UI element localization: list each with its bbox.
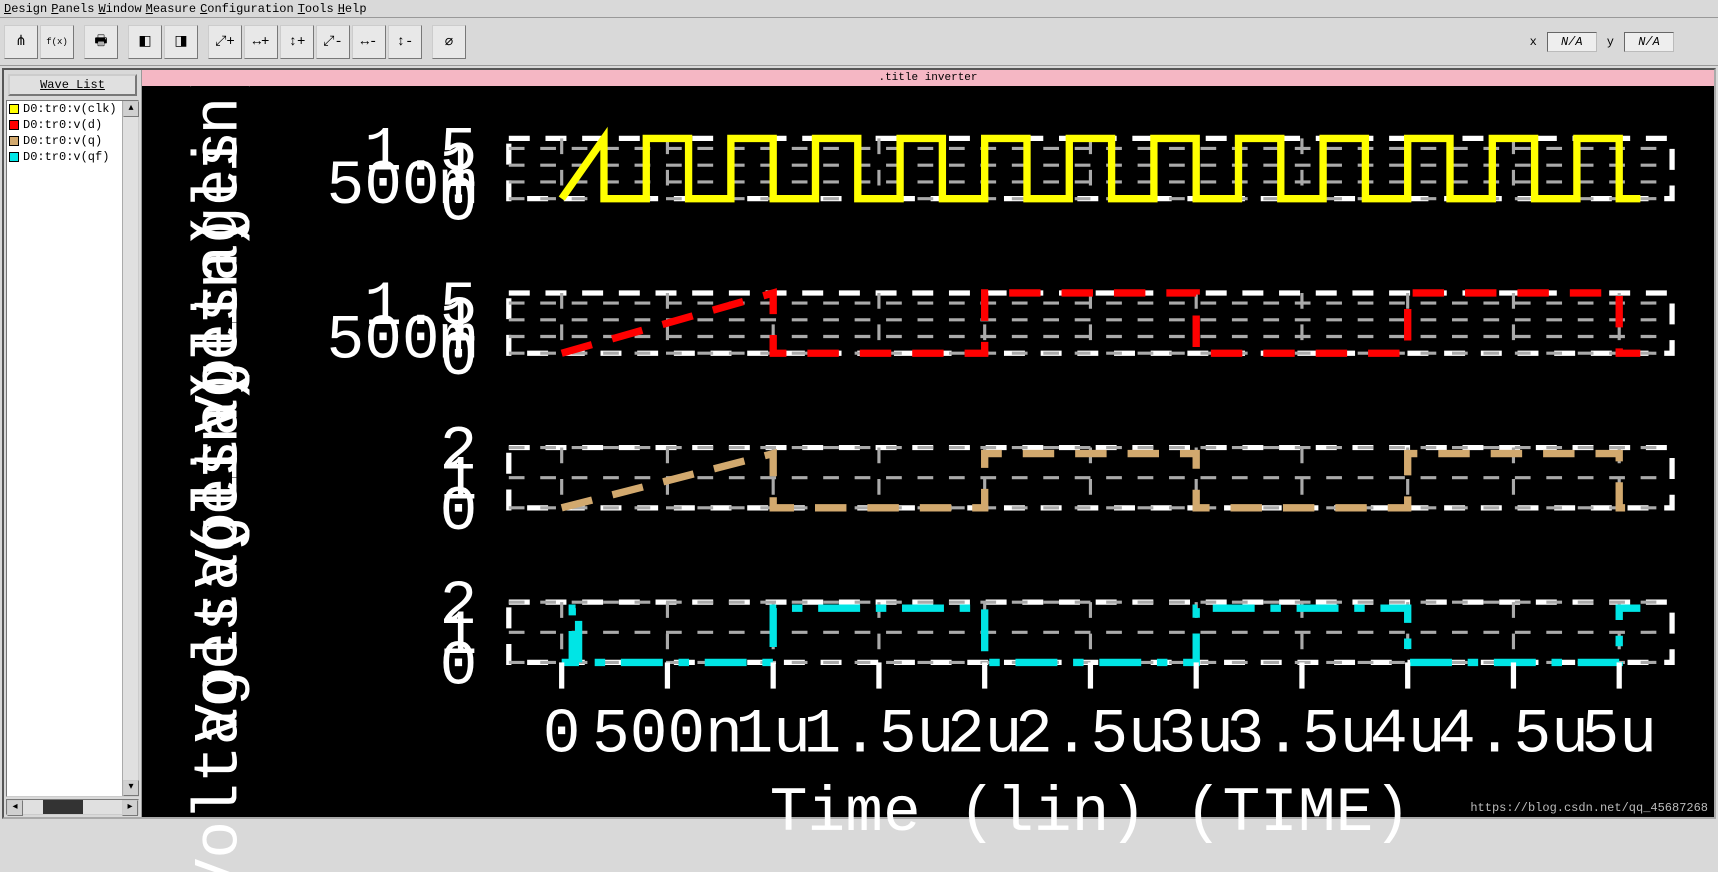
svg-text:3.5u: 3.5u <box>1227 699 1378 770</box>
svg-text:0: 0 <box>543 699 581 770</box>
scroll-right-icon[interactable]: ▸ <box>122 800 138 816</box>
wave-color-swatch <box>9 120 19 130</box>
menu-panels[interactable]: Panels <box>51 2 94 15</box>
scroll-up-icon[interactable]: ▴ <box>123 101 139 117</box>
wave-item[interactable]: D0:tr0:v(d) <box>7 117 138 133</box>
wave-item-label: D0:tr0:v(clk) <box>23 102 117 116</box>
no-zoom-icon[interactable]: ⌀ <box>432 25 466 59</box>
scroll-left-icon[interactable]: ◂ <box>7 800 23 816</box>
wave-item-label: D0:tr0:v(d) <box>23 118 102 132</box>
main-area: Wave List D0:tr0:v(clk)D0:tr0:v(d)D0:tr0… <box>2 68 1716 819</box>
svg-text:500n: 500n <box>592 699 743 770</box>
wave-list-scrollbar[interactable]: ▴ ▾ <box>122 101 138 796</box>
watermark: https://blog.csdn.net/qq_45687268 <box>1470 801 1708 815</box>
scroll-thumb[interactable] <box>43 800 83 814</box>
menubar: Design Panels Window Measure Configuration To… <box>0 0 1718 18</box>
cursor1-icon[interactable]: ◧ <box>128 25 162 59</box>
svg-text:2: 2 <box>440 571 478 642</box>
menu-configuration[interactable]: Configuration <box>200 2 294 15</box>
svg-text:2: 2 <box>440 417 478 488</box>
waveform-canvas[interactable]: 0500m11.5Voltages (lin)0500m11.5Voltages… <box>142 86 1714 872</box>
svg-text:1.5: 1.5 <box>364 272 477 343</box>
svg-text:2.5u: 2.5u <box>1015 699 1166 770</box>
zoom-x-in-icon[interactable]: ↔+ <box>244 25 278 59</box>
zoom-xy-in-icon[interactable]: ⤢+ <box>208 25 242 59</box>
wave-color-swatch <box>9 152 19 162</box>
readout-y-label: y <box>1607 35 1614 49</box>
print-icon[interactable]: 🖶 <box>84 25 118 59</box>
menu-help[interactable]: Help <box>338 2 367 15</box>
zoom-y-in-icon[interactable]: ↕+ <box>280 25 314 59</box>
readout-x-value: N/A <box>1547 32 1597 52</box>
wave-color-swatch <box>9 136 19 146</box>
wave-item-label: D0:tr0:v(qf) <box>23 150 109 164</box>
toolbar: ⋔f(x) 🖶 ◧◨ ⤢+↔+↕+⤢-↔-↕- ⌀ x N/A y N/A <box>0 18 1718 66</box>
svg-text:1.5u: 1.5u <box>803 699 954 770</box>
menu-design[interactable]: Design <box>4 2 47 15</box>
menu-tools[interactable]: Tools <box>298 2 334 15</box>
menu-measure[interactable]: Measure <box>146 2 196 15</box>
svg-text:4u: 4u <box>1370 699 1445 770</box>
cursor2-icon[interactable]: ◨ <box>164 25 198 59</box>
zoom-y-out-icon[interactable]: ↕- <box>388 25 422 59</box>
svg-text:3u: 3u <box>1158 699 1233 770</box>
sidebar: Wave List D0:tr0:v(clk)D0:tr0:v(d)D0:tr0… <box>4 70 142 817</box>
wave-color-swatch <box>9 104 19 114</box>
wave-item[interactable]: D0:tr0:v(clk) <box>7 101 138 117</box>
svg-text:2u: 2u <box>947 699 1022 770</box>
scroll-down-icon[interactable]: ▾ <box>123 780 139 796</box>
svg-text:1.5: 1.5 <box>364 117 477 188</box>
zoom-x-out-icon[interactable]: ↔- <box>352 25 386 59</box>
wave-list: D0:tr0:v(clk) D0:tr0:v(d) D0:tr0:v(q) D0:tr… <box>6 100 139 797</box>
wave-list-button[interactable]: Wave List <box>8 74 137 96</box>
plot-title: .title inverter <box>142 70 1714 86</box>
readout-y-value: N/A <box>1624 32 1674 52</box>
svg-text:Time (lin) (TIME): Time (lin) (TIME) <box>770 778 1411 849</box>
wave-item[interactable]: D0:tr0:v(qf) <box>7 149 138 165</box>
svg-text:1u: 1u <box>735 699 810 770</box>
svg-text:5u: 5u <box>1581 699 1656 770</box>
wave-item-label: D0:tr0:v(q) <box>23 134 102 148</box>
func-icon[interactable]: f(x) <box>40 25 74 59</box>
wave-hscrollbar[interactable]: ◂ ▸ <box>6 799 139 815</box>
readout-x-label: x <box>1530 35 1537 49</box>
menu-window[interactable]: Window <box>98 2 141 15</box>
svg-text:4.5u: 4.5u <box>1438 699 1589 770</box>
zoom-xy-out-icon[interactable]: ⤢- <box>316 25 350 59</box>
tree-icon[interactable]: ⋔ <box>4 25 38 59</box>
plot-area[interactable]: .title inverter 0500m11.5Voltages (lin)0… <box>142 70 1714 817</box>
wave-item[interactable]: D0:tr0:v(q) <box>7 133 138 149</box>
svg-text:Voltages (lin): Voltages (lin) <box>184 368 255 872</box>
cursor-readout: x N/A y N/A <box>1530 32 1674 52</box>
